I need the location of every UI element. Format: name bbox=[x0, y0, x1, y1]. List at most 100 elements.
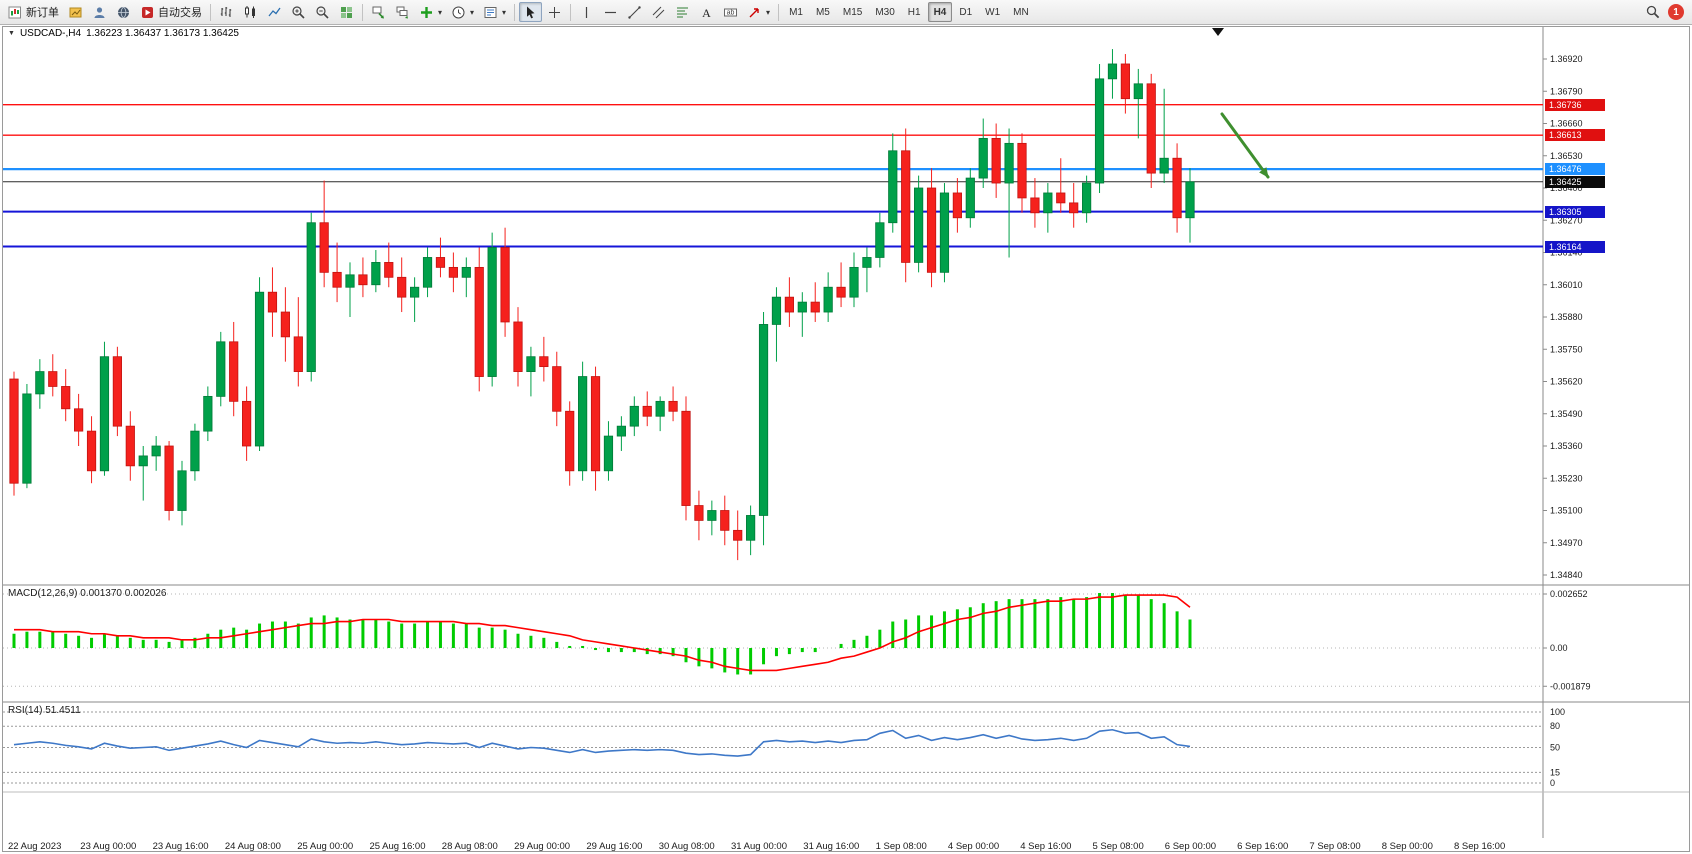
svg-text:31 Aug 00:00: 31 Aug 00:00 bbox=[731, 841, 787, 852]
svg-text:1.35360: 1.35360 bbox=[1550, 441, 1583, 451]
svg-text:1.35750: 1.35750 bbox=[1550, 344, 1583, 354]
svg-text:80: 80 bbox=[1550, 721, 1560, 731]
text-tool-button[interactable]: A bbox=[695, 2, 718, 22]
svg-text:1.36920: 1.36920 bbox=[1550, 54, 1583, 64]
timeframe-mn-button[interactable]: MN bbox=[1013, 6, 1029, 18]
candlestick-icon bbox=[245, 5, 255, 18]
new-chart-icon bbox=[69, 7, 82, 17]
chart-ohlc-values: 1.36223 1.36437 1.36173 1.36425 bbox=[86, 28, 239, 39]
chart-title-bar: ▼ USDCAD-,H4 1.36223 1.36437 1.36173 1.3… bbox=[8, 28, 239, 39]
templates-button[interactable]: ▾ bbox=[479, 2, 510, 22]
vertical-line-tool-button[interactable] bbox=[575, 2, 598, 22]
channel-tool-button[interactable] bbox=[647, 2, 670, 22]
timeframe-m5-button[interactable]: M5 bbox=[815, 6, 830, 18]
periods-button[interactable]: ▾ bbox=[447, 2, 478, 22]
svg-text:1.36010: 1.36010 bbox=[1550, 280, 1583, 290]
auto-trading-button[interactable]: 自动交易 bbox=[136, 2, 206, 22]
svg-text:25 Aug 16:00: 25 Aug 16:00 bbox=[370, 841, 426, 852]
svg-text:31 Aug 16:00: 31 Aug 16:00 bbox=[803, 841, 859, 852]
svg-text:8 Sep 16:00: 8 Sep 16:00 bbox=[1454, 841, 1505, 852]
svg-text:1.35880: 1.35880 bbox=[1550, 312, 1583, 322]
bar-chart-button[interactable] bbox=[215, 2, 238, 22]
price-level-tag: 1.36476 bbox=[1545, 163, 1605, 176]
svg-text:4 Sep 16:00: 4 Sep 16:00 bbox=[1020, 841, 1071, 852]
chevron-down-icon: ▾ bbox=[766, 7, 771, 17]
svg-text:0.002652: 0.002652 bbox=[1550, 589, 1588, 599]
new-order-icon bbox=[8, 6, 21, 18]
horizontal-line-tool-button[interactable] bbox=[599, 2, 622, 22]
svg-text:29 Aug 00:00: 29 Aug 00:00 bbox=[514, 841, 570, 852]
chevron-down-icon: ▾ bbox=[438, 7, 443, 17]
horizontal-line-icon bbox=[605, 11, 617, 13]
price-level-tag: 1.36425 bbox=[1545, 175, 1605, 188]
search-button[interactable] bbox=[1641, 2, 1665, 22]
svg-text:A: A bbox=[702, 6, 711, 20]
tile-windows-button[interactable] bbox=[335, 2, 358, 22]
fibonacci-tool-button[interactable] bbox=[671, 2, 694, 22]
svg-text:15: 15 bbox=[1550, 767, 1560, 777]
timeframe-m15-button[interactable]: M15 bbox=[842, 6, 863, 18]
chart-symbol-period: USDCAD-,H4 bbox=[19, 28, 82, 39]
price-level-tag: 1.36613 bbox=[1545, 129, 1605, 142]
cursor-icon bbox=[527, 6, 535, 18]
fibonacci-icon bbox=[677, 7, 689, 17]
svg-text:1.34970: 1.34970 bbox=[1550, 538, 1583, 548]
rsi-indicator-label: RSI(14) 51.4511 bbox=[8, 705, 81, 716]
svg-text:30 Aug 08:00: 30 Aug 08:00 bbox=[659, 841, 715, 852]
svg-text:1.36530: 1.36530 bbox=[1550, 151, 1583, 161]
market-watch-button[interactable] bbox=[112, 2, 135, 22]
new-chart-button[interactable] bbox=[64, 2, 87, 22]
toolbar-separator bbox=[570, 3, 572, 21]
globe-icon bbox=[118, 6, 129, 18]
arrange-windows-button[interactable] bbox=[367, 2, 390, 22]
svg-text:4 Sep 00:00: 4 Sep 00:00 bbox=[948, 841, 999, 852]
new-order-button[interactable]: 新订单 bbox=[4, 2, 63, 22]
indicators-button[interactable]: ▾ bbox=[415, 2, 446, 22]
cascade-windows-button[interactable] bbox=[391, 2, 414, 22]
text-tool-icon: A bbox=[702, 6, 711, 20]
label-tool-icon: ab bbox=[724, 8, 738, 16]
auto-trading-label: 自动交易 bbox=[158, 7, 202, 19]
profiles-button[interactable] bbox=[88, 2, 111, 22]
svg-text:ab: ab bbox=[727, 9, 735, 16]
svg-text:28 Aug 08:00: 28 Aug 08:00 bbox=[442, 841, 498, 852]
timeframe-d1-button[interactable]: D1 bbox=[959, 6, 973, 18]
svg-text:1.35490: 1.35490 bbox=[1550, 409, 1583, 419]
arrange-windows-icon bbox=[372, 6, 384, 18]
svg-text:23 Aug 16:00: 23 Aug 16:00 bbox=[153, 841, 209, 852]
macd-indicator-label: MACD(12,26,9) 0.001370 0.002026 bbox=[8, 588, 167, 599]
svg-text:-0.001879: -0.001879 bbox=[1550, 681, 1591, 691]
main-toolbar: 新订单 自动交易 bbox=[0, 0, 1692, 25]
timeframe-w1-button[interactable]: W1 bbox=[985, 6, 1001, 18]
toolbar-separator bbox=[210, 3, 211, 21]
crosshair-tool-button[interactable] bbox=[543, 2, 566, 22]
timeframe-m30-button[interactable]: M30 bbox=[875, 6, 895, 18]
label-tool-button[interactable]: ab bbox=[719, 2, 742, 22]
chart-menu-arrow-icon[interactable]: ▼ bbox=[8, 30, 15, 37]
svg-text:24 Aug 08:00: 24 Aug 08:00 bbox=[225, 841, 281, 852]
timeframe-m1-button[interactable]: M1 bbox=[789, 6, 803, 18]
toolbar-separator bbox=[362, 3, 363, 21]
candlestick-chart-button[interactable] bbox=[239, 2, 262, 22]
toolbar-separator bbox=[514, 3, 516, 21]
zoom-in-button[interactable] bbox=[287, 2, 310, 22]
line-chart-button[interactable] bbox=[263, 2, 286, 22]
timeframe-h4-button[interactable]: H4 bbox=[927, 2, 953, 22]
arrows-tool-button[interactable]: ▾ bbox=[743, 2, 774, 22]
notification-badge[interactable]: 1 bbox=[1668, 4, 1684, 20]
zoom-out-button[interactable] bbox=[311, 2, 334, 22]
cursor-tool-button[interactable] bbox=[519, 2, 543, 22]
svg-text:1.36790: 1.36790 bbox=[1550, 86, 1583, 96]
chevron-down-icon: ▾ bbox=[502, 7, 507, 17]
timeframe-h1-button[interactable]: H1 bbox=[907, 6, 921, 18]
price-level-tag: 1.36164 bbox=[1545, 240, 1605, 253]
template-icon bbox=[484, 6, 497, 18]
toolbar-separator bbox=[778, 3, 780, 21]
zoom-in-icon bbox=[292, 5, 305, 19]
line-chart-icon bbox=[268, 7, 281, 16]
svg-text:0: 0 bbox=[1550, 778, 1555, 788]
trendline-tool-button[interactable] bbox=[623, 2, 646, 22]
svg-text:8 Sep 00:00: 8 Sep 00:00 bbox=[1382, 841, 1433, 852]
trendline-icon bbox=[628, 5, 641, 19]
